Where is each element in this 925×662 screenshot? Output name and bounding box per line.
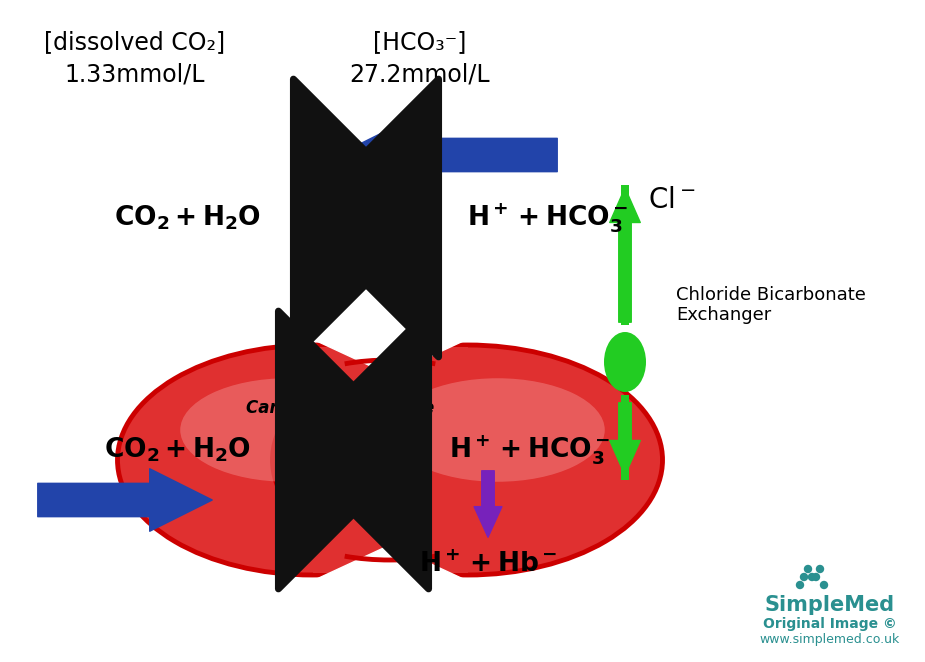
Bar [313,347,467,573]
Text: Chloride Bicarbonate
Exchanger: Chloride Bicarbonate Exchanger [676,285,866,324]
Text: $\mathbf{H^+ + HCO_3^-}$: $\mathbf{H^+ + HCO_3^-}$ [467,201,629,235]
Text: $\mathbf{H^+ + Hb^-}$: $\mathbf{H^+ + Hb^-}$ [419,552,557,578]
Text: SimpleMed: SimpleMed [765,595,895,615]
Polygon shape [314,340,465,375]
Polygon shape [314,545,465,580]
Text: [dissolved CO₂]: [dissolved CO₂] [44,30,226,54]
FancyArrowPatch shape [293,79,438,357]
Text: [HCO₃⁻]: [HCO₃⁻] [374,30,467,54]
Ellipse shape [390,378,605,482]
FancyArrowPatch shape [278,311,428,589]
Text: 1.33mmol/L: 1.33mmol/L [65,62,205,86]
Ellipse shape [273,345,662,575]
Circle shape [796,581,804,589]
Ellipse shape [604,332,646,392]
Text: Carbonic Anhydrase: Carbonic Anhydrase [246,399,434,417]
Circle shape [820,581,828,589]
FancyArrowPatch shape [610,402,640,475]
FancyArrowPatch shape [338,124,557,186]
Text: $\mathrm{Cl^-}$: $\mathrm{Cl^-}$ [648,186,696,214]
Circle shape [812,573,820,581]
Circle shape [808,573,816,581]
FancyArrowPatch shape [475,471,502,538]
Bar [621,185,629,325]
Text: $\mathbf{CO_2 + H_2O}$: $\mathbf{CO_2 + H_2O}$ [105,436,252,464]
Circle shape [817,565,823,573]
Circle shape [800,573,808,581]
Text: $\mathbf{CO_2 + H_2O}$: $\mathbf{CO_2 + H_2O}$ [115,204,262,232]
Text: www.simplemed.co.uk: www.simplemed.co.uk [759,633,900,646]
Circle shape [805,565,811,573]
FancyArrowPatch shape [38,469,212,531]
Bar [621,395,629,480]
Text: Original Image ©: Original Image © [763,617,897,631]
Ellipse shape [117,345,508,575]
FancyArrowPatch shape [610,188,640,322]
Text: 27.2mmol/L: 27.2mmol/L [350,62,490,86]
Ellipse shape [180,378,395,482]
Bar [313,345,467,575]
Text: $\mathbf{H^+ + HCO_3^-}$: $\mathbf{H^+ + HCO_3^-}$ [450,433,610,467]
